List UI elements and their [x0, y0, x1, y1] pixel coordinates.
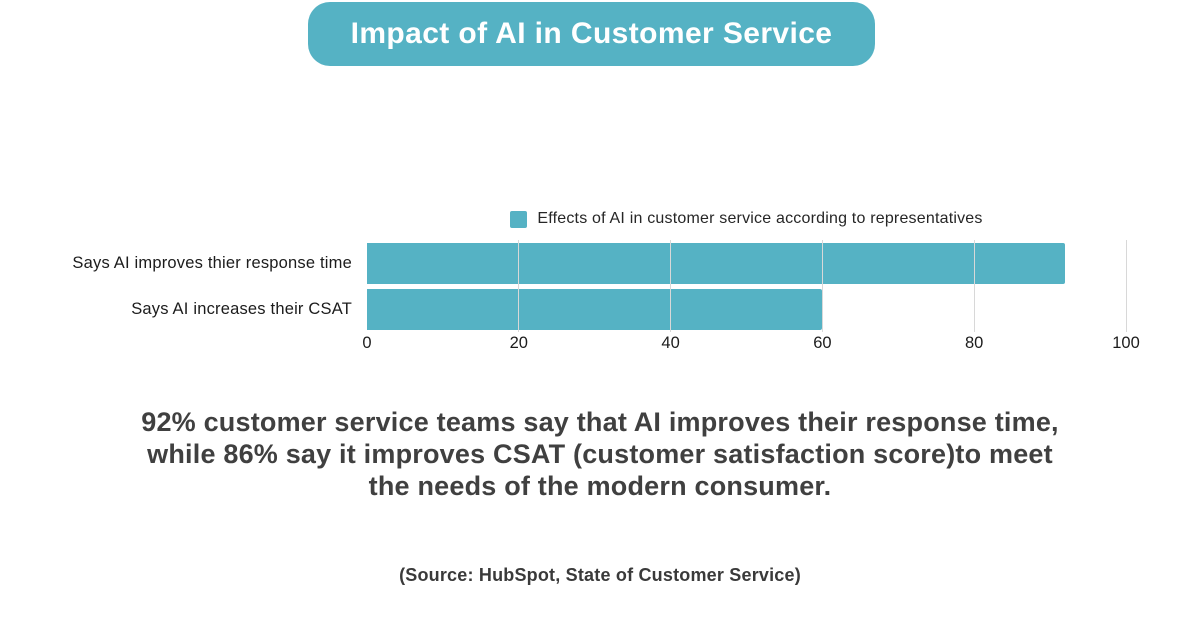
tick-label: 0	[362, 334, 372, 352]
bar-row	[367, 286, 1126, 332]
legend-label: Effects of AI in customer service accord…	[537, 210, 983, 227]
caption-text: 92% customer service teams say that AI i…	[141, 407, 1059, 501]
source-text: (Source: HubSpot, State of Customer Serv…	[399, 565, 801, 585]
tick-label: 100	[1112, 334, 1140, 352]
gridline	[1125, 240, 1127, 332]
category-row: Says AI increases their CSAT	[0, 286, 352, 332]
chart-legend: Effects of AI in customer service accord…	[367, 207, 1126, 231]
tick-label: 80	[965, 334, 984, 352]
gridline	[973, 240, 975, 332]
tick-label: 20	[509, 334, 528, 352]
tick-label: 40	[661, 334, 680, 352]
gridline	[670, 240, 672, 332]
category-label: Says AI improves thier response time	[72, 253, 352, 272]
page-title: Impact of AI in Customer Service	[350, 17, 833, 50]
bar-row	[367, 240, 1126, 286]
category-label: Says AI increases their CSAT	[131, 299, 352, 318]
category-row: Says AI improves thier response time	[0, 240, 352, 286]
legend-swatch	[510, 210, 528, 228]
bar	[367, 242, 1066, 284]
gridline	[821, 240, 823, 332]
plot-area	[367, 240, 1127, 332]
category-axis: Says AI improves thier response time Says…	[0, 240, 352, 332]
x-axis: 0 20 40 60 80 100	[362, 334, 1139, 356]
title-banner: Impact of AI in Customer Service	[308, 2, 875, 66]
gridline	[518, 240, 520, 332]
bar	[367, 288, 823, 330]
tick-label: 60	[813, 334, 832, 352]
